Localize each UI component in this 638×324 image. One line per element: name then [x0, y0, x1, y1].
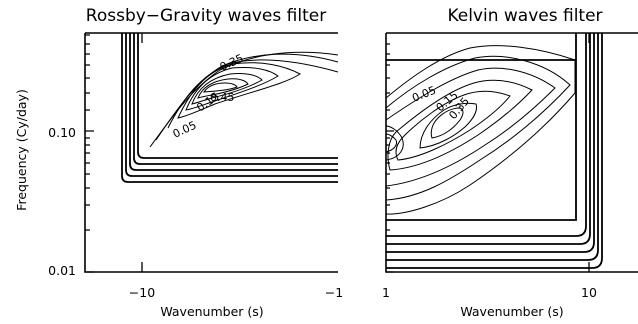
- left-contour-label-035: 0.35: [218, 52, 246, 74]
- right-x-axis-label: Wavenumber (s): [460, 304, 563, 319]
- left-contour-label-045: 0.45: [210, 91, 235, 104]
- left-contour-label-005: 0.05: [171, 119, 199, 141]
- right-chart-title: Kelvin waves filter: [447, 6, 602, 26]
- right-contour-labels: 0.05 0.15 0.35: [410, 84, 472, 122]
- right-x-tick-label-10: 10: [581, 285, 597, 300]
- right-x-tick-label-1: 1: [382, 285, 390, 300]
- left-y-tick-label-010: 0.10: [48, 125, 76, 140]
- left-chart-title: Rossby−Gravity waves filter: [86, 6, 326, 26]
- left-filter-box: [121, 33, 338, 183]
- left-y-axis-label: Frequency (Cy/day): [14, 89, 29, 211]
- left-x-tick-label-neg10: −10: [129, 285, 155, 300]
- left-x-axis-label: Wavenumber (s): [160, 304, 263, 319]
- left-plot-frame: [84, 32, 338, 273]
- left-contours: [149, 51, 339, 148]
- left-y-tick-label-001: 0.01: [48, 263, 76, 278]
- right-contours: [385, 45, 576, 215]
- left-contour-labels: 0.45 0.35 0.15 0.05: [171, 52, 246, 141]
- left-y-ticks: [85, 33, 143, 273]
- right-filter-box: [386, 33, 603, 269]
- left-x-tick-label-neg1: −1: [325, 285, 343, 300]
